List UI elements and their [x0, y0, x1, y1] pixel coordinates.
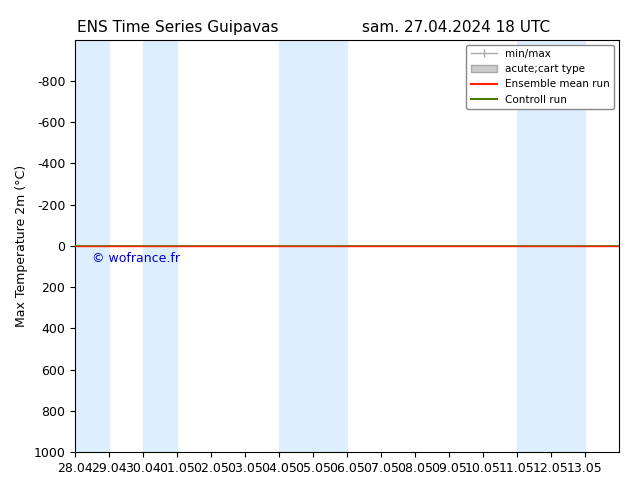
- Text: © wofrance.fr: © wofrance.fr: [92, 252, 180, 265]
- Text: ENS Time Series Guipavas: ENS Time Series Guipavas: [77, 20, 278, 35]
- Text: sam. 27.04.2024 18 UTC: sam. 27.04.2024 18 UTC: [363, 20, 550, 35]
- Bar: [75, 40, 109, 452]
- Bar: [517, 40, 585, 452]
- Legend: min/max, acute;cart type, Ensemble mean run, Controll run: min/max, acute;cart type, Ensemble mean …: [467, 45, 614, 109]
- Y-axis label: Max Temperature 2m (°C): Max Temperature 2m (°C): [15, 165, 28, 327]
- Bar: [279, 40, 347, 452]
- Bar: [143, 40, 177, 452]
